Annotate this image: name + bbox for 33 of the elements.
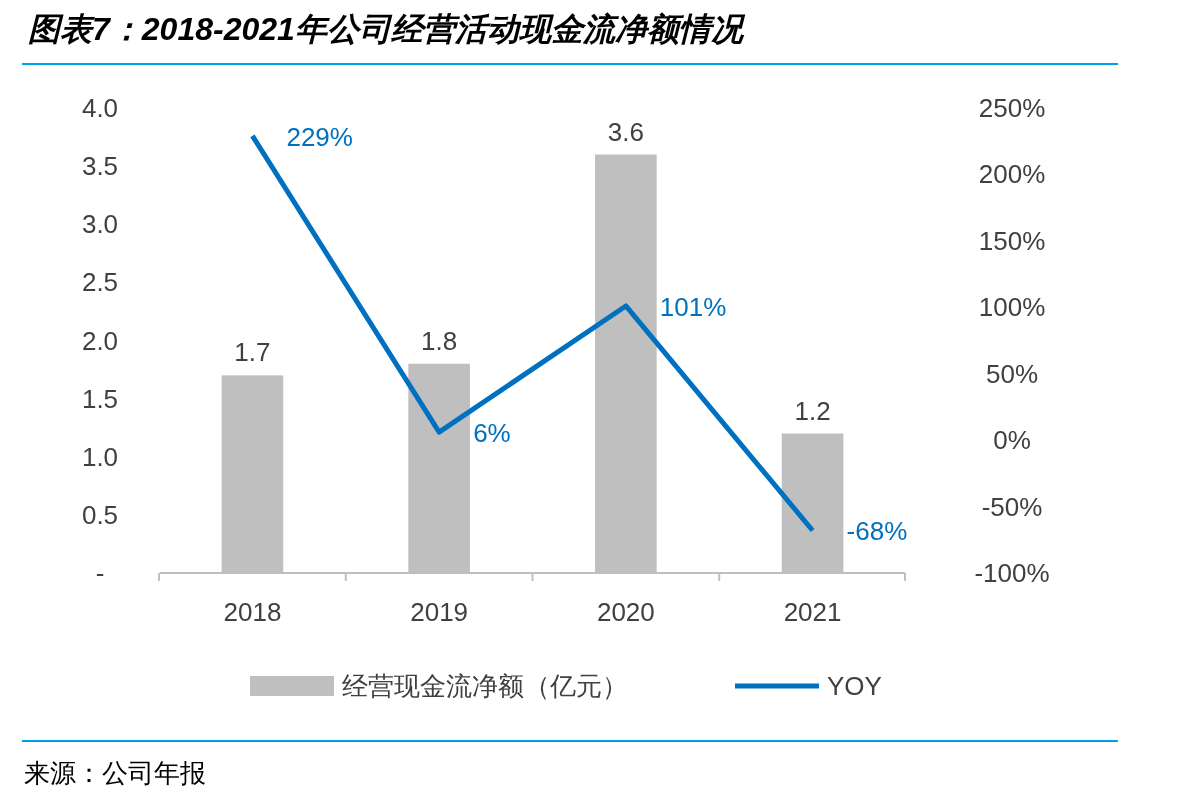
data-label: 1.7	[234, 337, 271, 368]
data-label: 229%	[286, 121, 353, 152]
y-tick-label: 1.0	[81, 441, 119, 472]
data-label: 1.8	[421, 325, 458, 356]
y2-tick-label: 50%	[985, 358, 1039, 389]
legend-label: 经营现金流净额（亿元）	[342, 671, 628, 701]
y-tick-label: 1.5	[81, 383, 119, 414]
data-label: 101%	[659, 291, 727, 322]
legend-label: YOY	[827, 671, 882, 701]
y-tick-label: -	[95, 558, 105, 588]
y2-tick-label: -50%	[981, 491, 1043, 522]
y-tick-label: 4.0	[81, 93, 119, 123]
data-label: -68%	[846, 516, 908, 547]
y-tick-label: 2.0	[81, 325, 119, 356]
data-label: 6%	[473, 418, 511, 449]
chart-title: 图表7：2018-2021年公司经营活动现金流净额情况	[28, 11, 746, 47]
y2-tick-label: 250%	[978, 93, 1046, 123]
y2-tick-label: 150%	[978, 225, 1046, 256]
y-tick-label: 3.0	[81, 209, 119, 240]
data-label: 1.2	[794, 395, 831, 426]
y2-tick-label: 0%	[993, 425, 1031, 456]
y-tick-label: 0.5	[81, 499, 119, 530]
x-tick-label: 2019	[410, 597, 469, 627]
y-tick-label: 2.5	[81, 267, 119, 298]
y2-tick-label: 200%	[978, 159, 1046, 190]
y-tick-label: 3.5	[81, 151, 119, 182]
y2-tick-label: 100%	[978, 292, 1046, 323]
y2-tick-label: -100%	[974, 558, 1050, 588]
x-tick-label: 2020	[596, 597, 655, 627]
x-tick-label: 2018	[223, 597, 282, 627]
data-label: 3.6	[607, 116, 644, 147]
source-note: 来源：公司年报	[24, 758, 206, 788]
x-tick-label: 2021	[783, 597, 842, 627]
